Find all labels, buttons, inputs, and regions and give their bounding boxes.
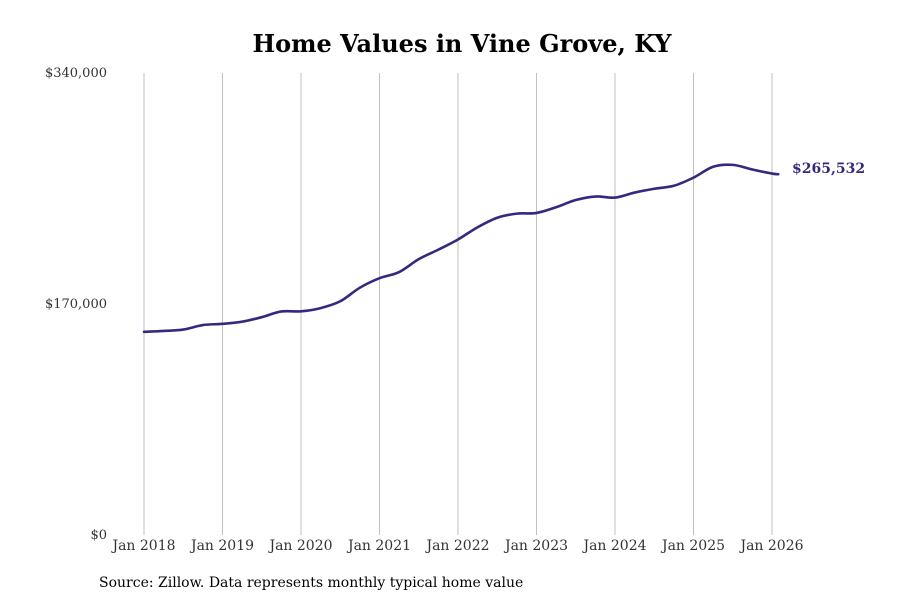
x-tick-label: Jan 2026 [738,538,803,554]
end-value-label: $265,532 [792,161,865,177]
x-tick-label: Jan 2019 [189,538,254,554]
x-tick-label: Jan 2023 [503,538,568,554]
x-tick-label: Jan 2021 [346,538,411,554]
series-line [142,163,780,334]
y-tick-label: $340,000 [45,66,107,81]
x-tick-label: Jan 2020 [267,538,332,554]
chart-title: Home Values in Vine Grove, KY [252,29,672,58]
y-tick-label: $170,000 [45,297,107,312]
series-layer [142,163,780,334]
y-tick-label: $0 [90,528,107,543]
source-note: Source: Zillow. Data represents monthly … [99,575,523,591]
x-tick-label: Jan 2018 [110,538,175,554]
y-axis-tick-labels: $0 $170,000 $340,000 [45,66,107,543]
grid-lines [143,73,773,535]
x-axis-tick-labels: Jan 2018 Jan 2019 Jan 2020 Jan 2021 Jan 2022… [110,538,803,554]
x-tick-label: Jan 2025 [660,538,725,554]
x-tick-label: Jan 2024 [581,538,646,554]
x-tick-label: Jan 2022 [424,538,489,554]
